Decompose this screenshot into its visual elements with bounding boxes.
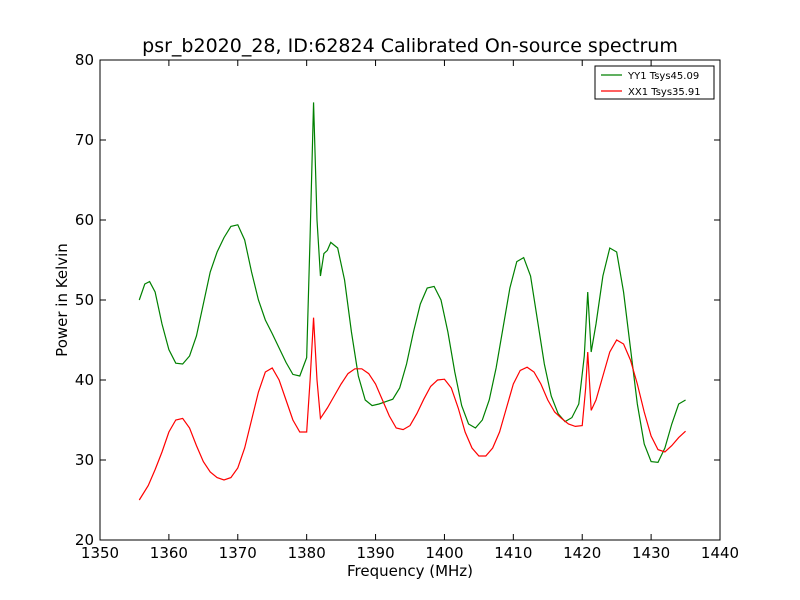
series-line-1: [138, 102, 686, 464]
y-tick-label: 70: [75, 131, 94, 149]
legend-box: [594, 65, 715, 100]
x-tick-label: 1430: [632, 544, 670, 562]
legend: YY1 Tsys45.09 XX1 Tsys35.91: [594, 65, 715, 100]
x-tick-label: 1400: [425, 544, 463, 562]
x-tick-label: 1370: [219, 544, 257, 562]
y-tick-label: 60: [75, 211, 94, 229]
x-tick-label: 1350: [81, 544, 119, 562]
legend-label-2: XX1 Tsys35.91: [628, 87, 701, 98]
x-tick-label: 1380: [288, 544, 326, 562]
y-axis-label: Power in Kelvin: [53, 243, 71, 357]
x-axis-ticks: 1350 1360 1370 1380 1390 1400 1410 1420 1430 1440: [81, 60, 739, 562]
x-tick-label: 1390: [356, 544, 394, 562]
y-tick-label: 50: [75, 291, 94, 309]
series-layer: [138, 102, 686, 501]
x-tick-label: 1420: [563, 544, 601, 562]
plot-area: 1350 1360 1370 1380 1390 1400 1410 1420 1430 1440…: [75, 51, 739, 562]
y-tick-label: 80: [75, 51, 94, 69]
series-line-2: [138, 317, 686, 501]
plot-frame: [100, 60, 720, 540]
legend-label-1: YY1 Tsys45.09: [627, 71, 699, 82]
y-tick-label: 20: [75, 531, 94, 549]
y-tick-label: 30: [75, 451, 94, 469]
x-tick-label: 1410: [494, 544, 532, 562]
y-tick-label: 40: [75, 371, 94, 389]
x-tick-label: 1360: [150, 544, 188, 562]
y-axis-ticks: 20 30 40 50 60 70 80: [75, 51, 720, 549]
x-tick-label: 1440: [701, 544, 739, 562]
x-axis-label: Frequency (MHz): [347, 562, 473, 580]
chart-title: psr_b2020_28, ID:62824 Calibrated On-sou…: [142, 35, 678, 57]
